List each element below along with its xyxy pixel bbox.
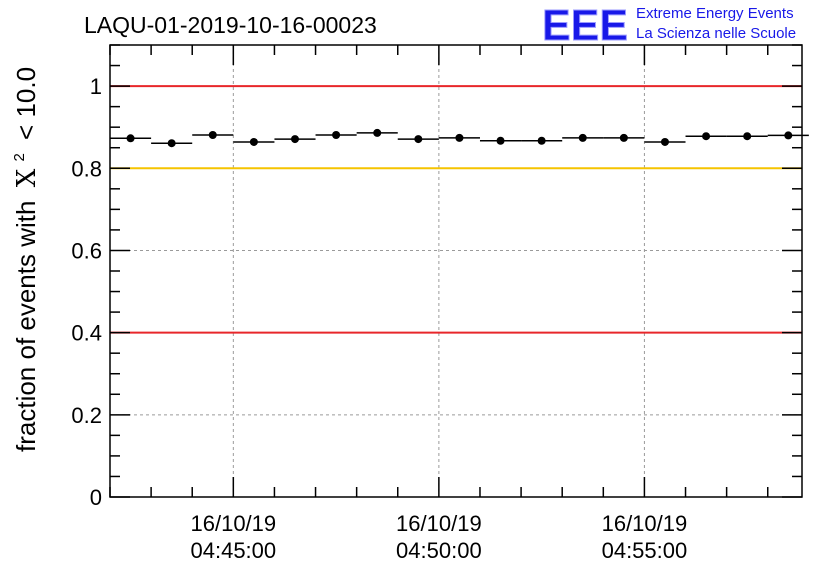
data-point — [660, 137, 669, 146]
data-point — [455, 133, 464, 142]
y-tick-label: 1 — [90, 74, 102, 99]
data-point — [167, 139, 176, 148]
x-tick-label-date: 16/10/19 — [602, 511, 688, 536]
y-tick-label: 0.2 — [71, 403, 102, 428]
eee-logo-letters: EEE — [542, 1, 628, 50]
data-point — [208, 130, 217, 139]
x-tick-label-time: 04:55:00 — [602, 538, 688, 563]
data-point — [784, 131, 793, 140]
x-tick-label-date: 16/10/19 — [191, 511, 277, 536]
data-point — [702, 132, 711, 141]
data-series — [110, 128, 809, 148]
chart-title: LAQU-01-2019-10-16-00023 — [84, 12, 377, 38]
axes — [109, 44, 803, 498]
eee-logo-line2: La Scienza nelle Scuole — [636, 25, 796, 42]
data-point — [373, 128, 382, 137]
data-point — [249, 137, 258, 146]
x-tick-label-time: 04:45:00 — [191, 538, 277, 563]
eee-logo: EEE Extreme Energy Events La Scienza nel… — [542, 1, 797, 51]
y-tick-label: 0.8 — [71, 156, 102, 181]
data-point — [578, 133, 587, 142]
y-tick-label: 0.4 — [71, 321, 102, 346]
data-point — [126, 134, 135, 143]
grid-layer — [110, 45, 802, 497]
y-axis-label-sup: 2 — [11, 153, 28, 161]
eee-logo-line1: Extreme Energy Events — [636, 5, 794, 22]
data-point — [332, 130, 341, 139]
y-tick-label: 0 — [90, 485, 102, 510]
data-point — [290, 135, 299, 144]
reference-lines — [110, 85, 802, 334]
data-point — [496, 136, 505, 145]
y-axis-label-tail: < 10.0 — [11, 67, 41, 140]
data-point — [537, 136, 546, 145]
data-point — [619, 133, 628, 142]
plot-frame — [109, 44, 803, 498]
data-point — [743, 132, 752, 141]
data-point — [414, 135, 423, 144]
x-tick-label-time: 04:50:00 — [396, 538, 482, 563]
y-axis-label-chi: X — [12, 168, 42, 187]
tick-labels: 00.20.40.60.8116/10/1904:45:0016/10/1904… — [71, 74, 687, 563]
x-tick-label-date: 16/10/19 — [396, 511, 482, 536]
y-axis-label-main: fraction of events with — [11, 201, 41, 452]
y-axis-label: fraction of events with X 2 < 10.0 — [0, 67, 42, 452]
y-tick-label: 0.6 — [71, 238, 102, 263]
